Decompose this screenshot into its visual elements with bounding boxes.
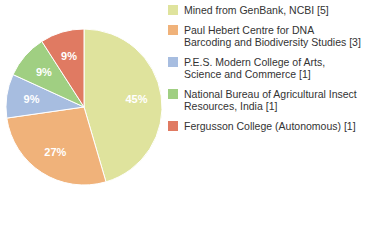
legend-label: National Bureau of Agricultural InsectRe…	[184, 88, 357, 112]
legend-swatch	[168, 25, 178, 35]
data-label: 45%	[125, 93, 147, 105]
legend-label: Fergusson College (Autonomous) [1]	[184, 120, 356, 132]
pie	[6, 29, 162, 185]
slice	[7, 107, 106, 185]
data-label: 9%	[24, 93, 40, 105]
data-labels: 45% 27% 9% 9% 9%	[24, 50, 148, 158]
legend-swatch	[168, 57, 178, 67]
legend-swatch	[168, 5, 178, 15]
data-label: 9%	[36, 66, 52, 78]
legend-swatch	[168, 121, 178, 131]
data-label: 27%	[44, 146, 66, 158]
data-label: 9%	[61, 50, 77, 62]
legend-label: Mined from GenBank, NCBI [5]	[184, 4, 329, 16]
legend-swatch	[168, 89, 178, 99]
chart: 45% 27% 9% 9% 9% Mined from GenBank, NCBI [5]…	[0, 0, 380, 240]
legend-label: P.E.S. Modern College of Arts,Science an…	[184, 56, 325, 80]
legend: Mined from GenBank, NCBI [5] Paul Hebert …	[168, 4, 361, 132]
legend-label: Paul Hebert Centre for DNABarcoding and …	[184, 24, 361, 48]
